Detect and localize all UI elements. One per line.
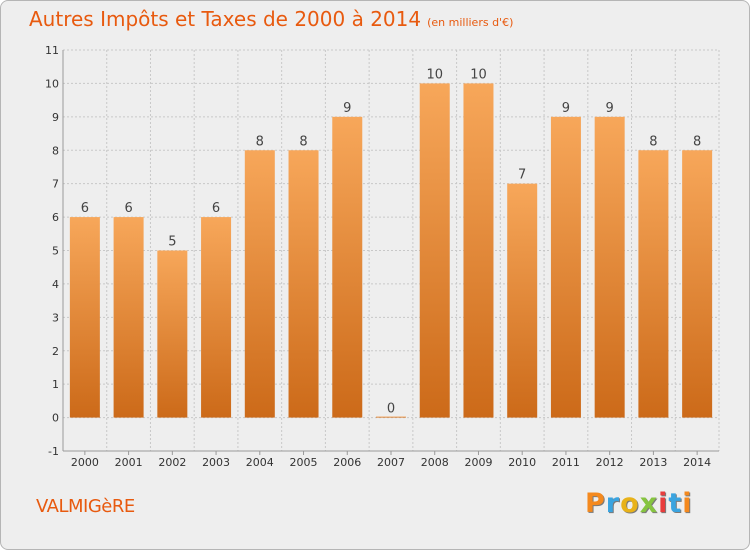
- chart-title-unit: (en milliers d'€): [427, 16, 514, 29]
- logo-letter: r: [605, 488, 621, 519]
- x-tick-label: 2007: [377, 456, 405, 469]
- logo-letter: x: [639, 488, 659, 519]
- data-labels: 6 6 5 6 8 8 9 0 10 10 7 9 9 8 8: [81, 67, 702, 416]
- bar: [550, 116, 581, 418]
- x-tick-label: 2003: [202, 456, 230, 469]
- x-tick-label: 2001: [115, 456, 143, 469]
- bar-value-label: 10: [426, 67, 443, 82]
- x-tick-label: 2013: [639, 456, 667, 469]
- x-tick-label: 2002: [158, 456, 186, 469]
- bar-value-label: 8: [693, 134, 701, 149]
- bar: [682, 150, 713, 418]
- y-tick-label: 2: [52, 345, 59, 358]
- bar: [201, 217, 232, 418]
- chart-title: Autres Impôts et Taxes de 2000 à 2014 (en…: [29, 7, 513, 31]
- logo-letter: P: [585, 488, 606, 519]
- bar: [594, 116, 625, 418]
- bar: [332, 116, 363, 418]
- y-tick-label: 3: [52, 311, 59, 324]
- y-tick-label: 11: [45, 44, 59, 57]
- bar: [463, 83, 494, 418]
- bar-value-label: 6: [212, 201, 220, 216]
- logo-letter: o: [620, 488, 640, 519]
- bar-value-label: 7: [518, 168, 526, 183]
- y-tick-label: 0: [52, 412, 59, 425]
- commune-name: VALMIGèRE: [36, 496, 135, 517]
- bar-value-label: 9: [606, 101, 614, 116]
- x-tick-label: 2005: [290, 456, 318, 469]
- bars: [69, 83, 713, 418]
- x-tick-label: 2012: [596, 456, 624, 469]
- y-tick-label: 4: [52, 278, 59, 291]
- bar-value-label: 10: [470, 67, 487, 82]
- bar-value-label: 8: [299, 134, 307, 149]
- y-tick-label: 9: [52, 111, 59, 124]
- y-tick-label: 7: [52, 178, 59, 191]
- logo-letter: i: [658, 488, 669, 519]
- bar-value-label: 6: [81, 201, 89, 216]
- bar-value-label: 8: [256, 134, 264, 149]
- bar-value-label: 9: [343, 101, 351, 116]
- y-tick-label: 8: [52, 144, 59, 157]
- x-tick-label: 2008: [421, 456, 449, 469]
- bar: [288, 150, 319, 418]
- x-tick-label: 2011: [552, 456, 580, 469]
- x-tick-label: 2000: [71, 456, 99, 469]
- y-tick-label: 5: [52, 245, 59, 258]
- y-tick-label: 6: [52, 211, 59, 224]
- bar: [638, 150, 669, 418]
- axes: -1 0 1 2 3 4 5 6 7 8 9 10 11 2000 2001 2002 2003 2004 2005…: [45, 44, 719, 469]
- x-tick-label: 2010: [508, 456, 536, 469]
- logo-letter: t: [668, 488, 683, 519]
- bar-value-label: 9: [562, 101, 570, 116]
- proxiti-logo[interactable]: Proxiti: [585, 488, 693, 519]
- bar: [419, 83, 450, 418]
- x-tick-label: 2004: [246, 456, 274, 469]
- bar: [113, 217, 144, 418]
- bar: [507, 183, 538, 418]
- bar-value-label: 6: [124, 201, 132, 216]
- bar: [157, 250, 188, 418]
- bar: [69, 217, 100, 418]
- y-tick-label: 10: [45, 77, 59, 90]
- bar: [376, 416, 406, 418]
- bar-value-label: 0: [387, 402, 395, 417]
- bar-value-label: 8: [649, 134, 657, 149]
- x-tick-label: 2014: [683, 456, 711, 469]
- chart-title-main: Autres Impôts et Taxes de 2000 à 2014: [29, 7, 422, 31]
- bar-value-label: 5: [168, 235, 176, 250]
- x-tick-label: 2009: [464, 456, 492, 469]
- x-tick-label: 2006: [333, 456, 361, 469]
- logo-letter: i: [682, 488, 693, 519]
- y-tick-label: -1: [48, 445, 59, 458]
- bar: [244, 150, 275, 418]
- y-tick-label: 1: [52, 378, 59, 391]
